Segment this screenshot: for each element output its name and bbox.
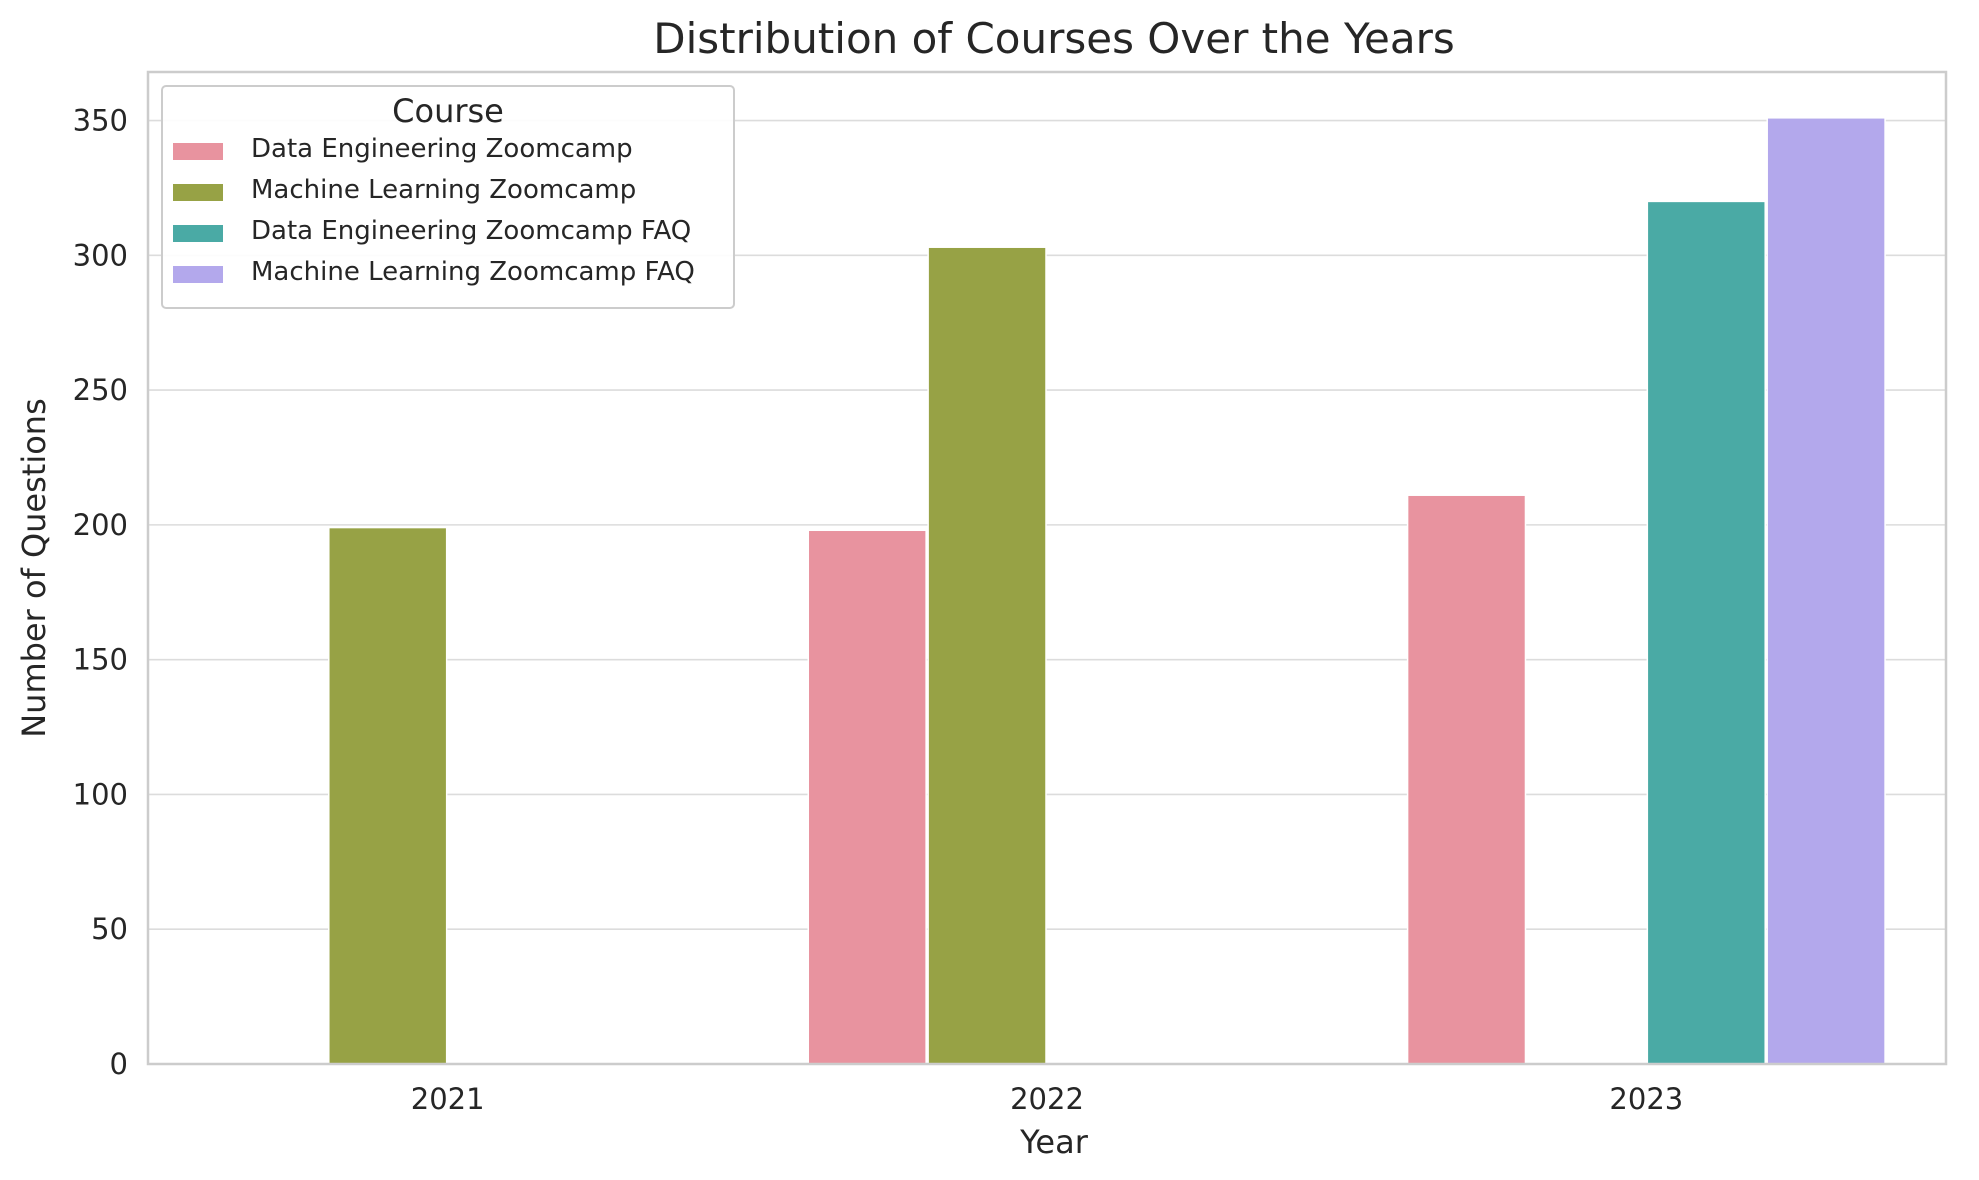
y-tick-label: 50 xyxy=(91,912,128,946)
x-tick-label: 2022 xyxy=(1010,1082,1084,1116)
y-tick-label: 0 xyxy=(110,1047,128,1081)
x-tick-label: 2023 xyxy=(1609,1082,1683,1116)
legend-swatch xyxy=(173,225,223,242)
legend-label: Machine Learning Zoomcamp xyxy=(251,175,636,205)
y-tick-label: 250 xyxy=(73,373,128,407)
legend-box xyxy=(161,85,735,309)
legend-swatch xyxy=(173,143,223,160)
y-tick-label: 100 xyxy=(73,777,128,811)
legend: Course Data Engineering Zoomcamp Machine … xyxy=(161,85,735,309)
legend-label: Data Engineering Zoomcamp xyxy=(251,134,633,164)
legend-swatch xyxy=(173,184,223,201)
plot-frame xyxy=(146,70,1948,1066)
bar xyxy=(927,246,1047,1065)
x-tick-label: 2021 xyxy=(411,1082,485,1116)
legend-label: Data Engineering Zoomcamp FAQ xyxy=(251,216,691,246)
y-tick-label: 300 xyxy=(73,238,128,272)
y-axis-label: Number of Questions xyxy=(15,398,53,738)
y-tick-label: 200 xyxy=(73,508,128,542)
x-axis-label: Year xyxy=(1019,1123,1089,1161)
bar xyxy=(328,526,448,1065)
x-tick-labels: 2021 2022 2023 xyxy=(411,1082,1683,1116)
y-gridlines xyxy=(148,119,1946,931)
bar xyxy=(1646,200,1766,1065)
bar xyxy=(1406,494,1527,1065)
chart-title: Distribution of Courses Over the Years xyxy=(653,14,1455,63)
y-tick-label: 150 xyxy=(73,643,128,677)
y-tick-labels: 0 50 100 150 200 250 300 350 xyxy=(73,104,128,1081)
legend-items: Data Engineering Zoomcamp Machine Learnin… xyxy=(173,134,695,287)
bar xyxy=(1766,117,1886,1065)
bar xyxy=(807,529,927,1065)
y-tick-label: 350 xyxy=(73,104,128,138)
legend-label: Machine Learning Zoomcamp FAQ xyxy=(251,257,695,287)
legend-title: Course xyxy=(392,92,504,130)
legend-swatch xyxy=(173,266,223,283)
